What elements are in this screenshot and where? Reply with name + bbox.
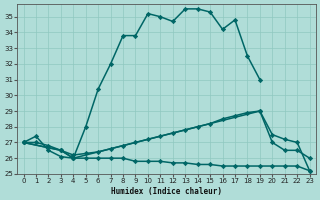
X-axis label: Humidex (Indice chaleur): Humidex (Indice chaleur): [111, 187, 222, 196]
